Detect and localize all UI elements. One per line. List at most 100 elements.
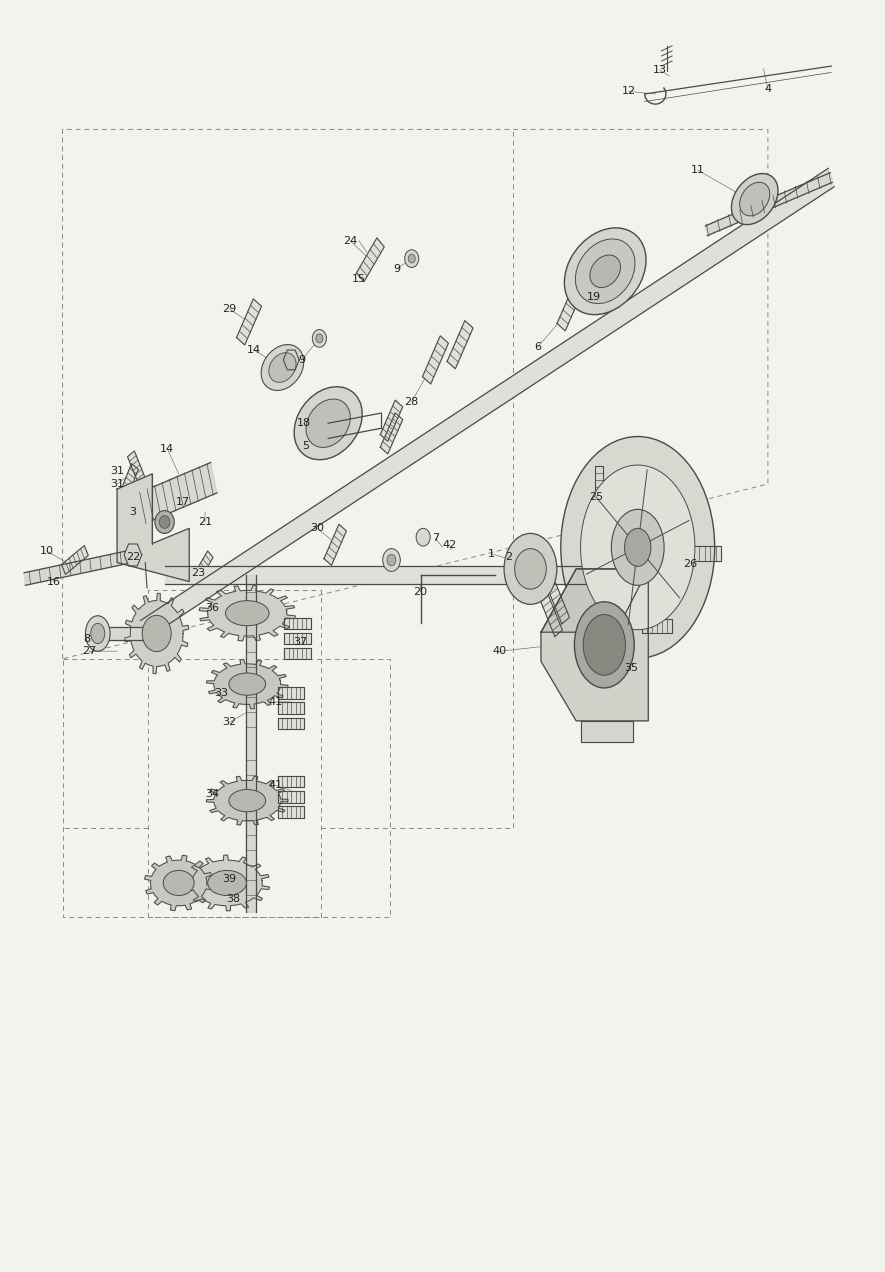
Ellipse shape bbox=[155, 510, 174, 533]
Polygon shape bbox=[381, 401, 403, 441]
Polygon shape bbox=[278, 791, 304, 803]
Ellipse shape bbox=[226, 600, 269, 626]
Text: 5: 5 bbox=[303, 441, 310, 452]
Text: 3: 3 bbox=[129, 506, 136, 516]
Polygon shape bbox=[324, 524, 346, 565]
Text: 24: 24 bbox=[343, 235, 358, 245]
Text: 23: 23 bbox=[191, 567, 205, 577]
Polygon shape bbox=[120, 464, 138, 497]
Polygon shape bbox=[278, 776, 304, 787]
Polygon shape bbox=[284, 647, 311, 659]
Ellipse shape bbox=[612, 509, 664, 585]
Ellipse shape bbox=[740, 182, 770, 216]
Text: 31: 31 bbox=[110, 480, 124, 488]
Ellipse shape bbox=[229, 673, 266, 696]
Polygon shape bbox=[117, 474, 189, 581]
Polygon shape bbox=[595, 467, 604, 506]
Ellipse shape bbox=[583, 614, 626, 675]
Text: 27: 27 bbox=[81, 646, 96, 656]
Text: 13: 13 bbox=[653, 65, 666, 75]
Text: 10: 10 bbox=[40, 546, 54, 556]
Text: 32: 32 bbox=[223, 717, 236, 728]
Polygon shape bbox=[278, 687, 304, 698]
Polygon shape bbox=[278, 702, 304, 714]
Polygon shape bbox=[447, 321, 473, 369]
Ellipse shape bbox=[404, 249, 419, 267]
Polygon shape bbox=[541, 595, 562, 636]
Polygon shape bbox=[245, 575, 256, 912]
Text: 9: 9 bbox=[298, 355, 305, 365]
Text: 41: 41 bbox=[268, 781, 282, 790]
Text: 29: 29 bbox=[222, 304, 237, 314]
Text: 8: 8 bbox=[83, 633, 90, 644]
Ellipse shape bbox=[142, 616, 171, 651]
Ellipse shape bbox=[387, 555, 396, 566]
Polygon shape bbox=[283, 350, 299, 370]
Text: 39: 39 bbox=[223, 874, 236, 884]
Ellipse shape bbox=[86, 616, 110, 651]
Polygon shape bbox=[642, 619, 673, 633]
Polygon shape bbox=[206, 659, 288, 709]
Text: 33: 33 bbox=[214, 688, 227, 698]
Polygon shape bbox=[705, 173, 832, 235]
Ellipse shape bbox=[504, 533, 557, 604]
Text: 40: 40 bbox=[493, 646, 507, 656]
Text: 19: 19 bbox=[587, 291, 601, 301]
Text: 1: 1 bbox=[488, 548, 495, 558]
Ellipse shape bbox=[416, 528, 430, 546]
Text: 22: 22 bbox=[126, 552, 140, 562]
Ellipse shape bbox=[312, 329, 327, 347]
Ellipse shape bbox=[590, 254, 620, 287]
Polygon shape bbox=[199, 585, 296, 641]
Ellipse shape bbox=[229, 790, 266, 812]
Polygon shape bbox=[557, 282, 583, 331]
Ellipse shape bbox=[269, 352, 296, 383]
Ellipse shape bbox=[261, 345, 304, 391]
Text: 21: 21 bbox=[198, 516, 212, 527]
Polygon shape bbox=[278, 717, 304, 729]
Polygon shape bbox=[185, 855, 270, 911]
Ellipse shape bbox=[382, 548, 400, 571]
Polygon shape bbox=[688, 546, 721, 561]
Text: 2: 2 bbox=[505, 552, 512, 562]
Ellipse shape bbox=[316, 335, 323, 343]
Polygon shape bbox=[127, 452, 145, 485]
Polygon shape bbox=[206, 776, 288, 826]
Ellipse shape bbox=[163, 870, 194, 895]
Text: 14: 14 bbox=[246, 345, 260, 355]
Polygon shape bbox=[165, 566, 636, 584]
Polygon shape bbox=[194, 551, 213, 581]
Polygon shape bbox=[541, 569, 649, 721]
Ellipse shape bbox=[294, 387, 362, 459]
Text: 18: 18 bbox=[296, 418, 311, 429]
Text: 6: 6 bbox=[534, 342, 541, 352]
Text: 16: 16 bbox=[47, 576, 61, 586]
Text: 42: 42 bbox=[442, 539, 457, 550]
Text: 14: 14 bbox=[160, 444, 174, 454]
Polygon shape bbox=[278, 806, 304, 818]
Ellipse shape bbox=[565, 228, 646, 314]
Text: 34: 34 bbox=[205, 790, 219, 799]
Ellipse shape bbox=[91, 623, 104, 644]
Ellipse shape bbox=[574, 602, 635, 688]
Polygon shape bbox=[125, 593, 189, 674]
Ellipse shape bbox=[731, 173, 778, 225]
Polygon shape bbox=[284, 618, 311, 630]
Text: 38: 38 bbox=[227, 894, 240, 904]
Polygon shape bbox=[24, 551, 127, 585]
Text: 20: 20 bbox=[413, 586, 427, 597]
Polygon shape bbox=[548, 583, 569, 623]
Text: 15: 15 bbox=[352, 273, 366, 284]
Polygon shape bbox=[236, 299, 261, 345]
Ellipse shape bbox=[625, 528, 651, 566]
Polygon shape bbox=[144, 855, 212, 911]
Polygon shape bbox=[124, 544, 142, 566]
Polygon shape bbox=[381, 413, 403, 454]
Text: 7: 7 bbox=[432, 533, 439, 543]
Text: 9: 9 bbox=[393, 263, 400, 273]
Ellipse shape bbox=[306, 399, 350, 448]
Text: 17: 17 bbox=[176, 497, 190, 506]
Polygon shape bbox=[422, 336, 449, 384]
Ellipse shape bbox=[581, 466, 695, 630]
Text: 11: 11 bbox=[690, 165, 704, 176]
